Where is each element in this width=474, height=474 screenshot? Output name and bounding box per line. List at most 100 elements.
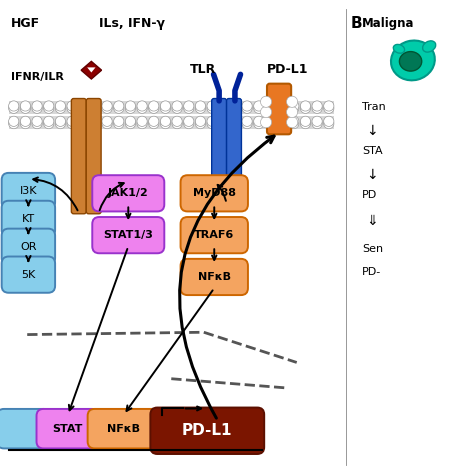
Circle shape <box>183 103 194 113</box>
Circle shape <box>172 116 182 127</box>
FancyBboxPatch shape <box>181 217 248 253</box>
Circle shape <box>55 116 65 127</box>
FancyBboxPatch shape <box>88 409 160 448</box>
Circle shape <box>44 118 54 129</box>
Circle shape <box>289 103 299 113</box>
Circle shape <box>55 101 65 111</box>
Text: ↓: ↓ <box>366 124 378 138</box>
Circle shape <box>32 101 42 111</box>
Circle shape <box>102 118 112 129</box>
Text: MyD88: MyD88 <box>193 188 236 198</box>
Circle shape <box>277 116 287 127</box>
Circle shape <box>55 118 65 129</box>
Text: ILs, IFN-γ: ILs, IFN-γ <box>99 17 165 30</box>
Circle shape <box>289 116 299 127</box>
Circle shape <box>160 116 171 127</box>
Circle shape <box>149 116 159 127</box>
FancyBboxPatch shape <box>2 256 55 293</box>
Text: Tran: Tran <box>362 102 385 112</box>
Circle shape <box>44 116 54 127</box>
Circle shape <box>9 118 19 129</box>
Bar <box>9 116 334 129</box>
Ellipse shape <box>393 45 405 53</box>
Circle shape <box>114 118 124 129</box>
Circle shape <box>286 117 298 128</box>
Circle shape <box>324 116 334 127</box>
Text: HGF: HGF <box>11 17 40 30</box>
Circle shape <box>79 118 89 129</box>
Text: TRAF6: TRAF6 <box>194 230 234 240</box>
Circle shape <box>172 101 182 111</box>
Ellipse shape <box>391 40 435 80</box>
Circle shape <box>55 103 65 113</box>
FancyBboxPatch shape <box>2 228 55 265</box>
FancyBboxPatch shape <box>181 259 248 295</box>
FancyBboxPatch shape <box>92 217 164 253</box>
Text: Sen: Sen <box>362 244 383 254</box>
Circle shape <box>207 103 217 113</box>
Circle shape <box>195 101 206 111</box>
Circle shape <box>301 116 310 127</box>
Circle shape <box>79 101 89 111</box>
Circle shape <box>183 118 194 129</box>
FancyBboxPatch shape <box>86 99 101 214</box>
Circle shape <box>254 116 264 127</box>
Circle shape <box>125 118 136 129</box>
FancyBboxPatch shape <box>2 201 55 237</box>
Circle shape <box>9 116 19 127</box>
Polygon shape <box>87 67 96 73</box>
Circle shape <box>219 116 229 127</box>
Text: STA: STA <box>362 146 383 156</box>
Circle shape <box>125 116 136 127</box>
Circle shape <box>324 101 334 111</box>
FancyBboxPatch shape <box>181 175 248 211</box>
Circle shape <box>219 103 229 113</box>
Circle shape <box>91 116 100 127</box>
Circle shape <box>254 101 264 111</box>
Circle shape <box>286 96 298 107</box>
Circle shape <box>301 118 310 129</box>
Circle shape <box>219 101 229 111</box>
Circle shape <box>277 118 287 129</box>
Circle shape <box>149 118 159 129</box>
Circle shape <box>79 116 89 127</box>
Polygon shape <box>81 61 101 79</box>
Circle shape <box>137 103 147 113</box>
Circle shape <box>149 101 159 111</box>
Circle shape <box>254 118 264 129</box>
Text: PD: PD <box>362 190 377 200</box>
Circle shape <box>79 103 89 113</box>
Circle shape <box>289 118 299 129</box>
FancyBboxPatch shape <box>212 99 227 204</box>
Text: NFκB: NFκB <box>107 424 140 434</box>
Circle shape <box>230 101 241 111</box>
Text: 5K: 5K <box>21 270 36 280</box>
Text: IFNR/ILR: IFNR/ILR <box>11 72 64 82</box>
Circle shape <box>137 118 147 129</box>
Ellipse shape <box>423 41 436 52</box>
Circle shape <box>312 101 322 111</box>
Circle shape <box>261 117 272 128</box>
Circle shape <box>265 116 275 127</box>
Circle shape <box>114 116 124 127</box>
Text: JAK1/2: JAK1/2 <box>108 188 149 198</box>
Circle shape <box>242 101 252 111</box>
Circle shape <box>172 103 182 113</box>
Circle shape <box>242 116 252 127</box>
Circle shape <box>324 118 334 129</box>
FancyBboxPatch shape <box>2 173 55 209</box>
Circle shape <box>102 103 112 113</box>
Circle shape <box>67 118 77 129</box>
Circle shape <box>230 116 241 127</box>
FancyBboxPatch shape <box>227 99 241 204</box>
Circle shape <box>137 116 147 127</box>
FancyBboxPatch shape <box>72 99 86 214</box>
Circle shape <box>20 116 30 127</box>
Circle shape <box>324 103 334 113</box>
Circle shape <box>160 118 171 129</box>
Circle shape <box>9 103 19 113</box>
Circle shape <box>44 103 54 113</box>
Circle shape <box>67 101 77 111</box>
FancyBboxPatch shape <box>36 409 99 448</box>
Text: TLR: TLR <box>190 63 216 76</box>
